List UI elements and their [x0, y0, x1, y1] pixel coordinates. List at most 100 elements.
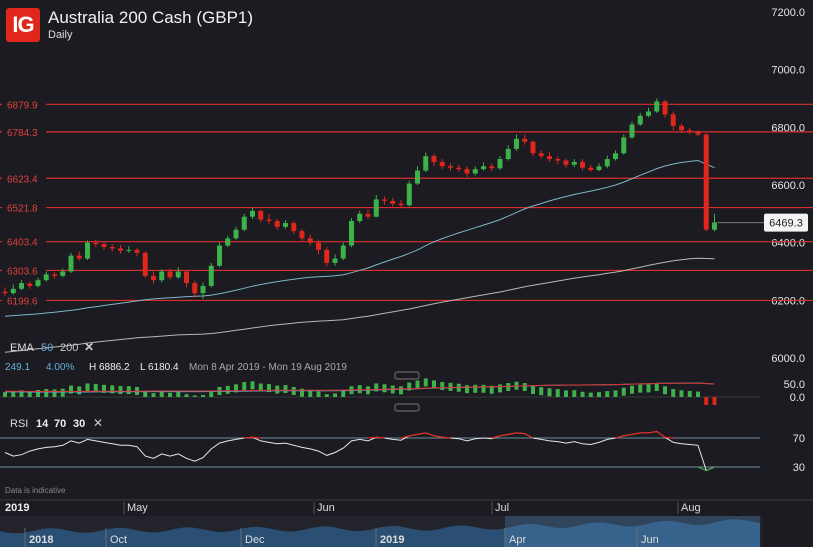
ema-histogram-bar — [110, 385, 115, 394]
navigator-label: Oct — [110, 534, 127, 546]
candle — [555, 159, 561, 161]
ema-tick-label: 0.0 — [790, 392, 805, 404]
ema-histogram-bar — [52, 389, 57, 397]
candle — [151, 275, 156, 281]
ema-histogram-bar — [423, 378, 428, 387]
candle — [208, 265, 214, 286]
level-label: 6879.9 — [7, 100, 38, 111]
chart-title: Australia 200 Cash (GBP1) — [48, 8, 254, 27]
ema-histogram-bar — [69, 385, 73, 394]
candle — [192, 283, 198, 294]
navigator-window — [505, 516, 760, 547]
candle — [373, 199, 379, 217]
rsi-param: 30 — [73, 418, 85, 430]
candle — [332, 258, 338, 263]
candle — [10, 288, 16, 294]
candle — [349, 221, 354, 246]
ema-histogram-bar — [415, 380, 420, 389]
ema-histogram-bar — [671, 389, 676, 397]
candle — [505, 148, 511, 160]
ema-histogram-bar — [613, 390, 618, 397]
ema-50-line — [4, 159, 715, 317]
candle — [159, 271, 165, 281]
candle — [571, 161, 577, 165]
last-price-label: 6469.3 — [769, 218, 803, 230]
ema-histogram-bar — [102, 384, 106, 393]
candle — [530, 141, 536, 154]
ema-histogram-bar — [184, 394, 189, 397]
last-price-tag — [764, 213, 808, 232]
rsi-overbought-segment — [648, 430, 657, 434]
rsi-overbought-segment — [631, 432, 641, 435]
rsi-overbought-segment — [376, 436, 385, 439]
ema-histogram-bar — [638, 384, 643, 393]
rsi-oversold-segment — [706, 466, 715, 472]
candle — [27, 283, 33, 286]
candle — [93, 242, 99, 245]
candle — [406, 183, 412, 206]
ema-histogram-bar — [522, 383, 527, 392]
ema-histogram-bar — [489, 385, 494, 394]
ema-signal-line — [5, 382, 715, 392]
candle — [109, 246, 115, 249]
ema-histogram-bar — [267, 384, 271, 393]
level-label: 6623.4 — [7, 174, 38, 185]
candle — [85, 242, 90, 259]
ema-histogram-bar — [679, 390, 684, 397]
ema-histogram-bar — [654, 383, 659, 392]
ema-histogram-bar — [605, 391, 610, 397]
candle — [357, 213, 363, 222]
ema-histogram-bar — [316, 391, 321, 397]
level-label: 6784.3 — [7, 128, 38, 139]
ema-histogram-bar — [258, 383, 263, 392]
candle — [258, 210, 264, 220]
price-tick-label: 6400.0 — [771, 238, 805, 250]
ema-histogram-bar — [531, 386, 535, 395]
candle — [423, 156, 429, 171]
ema-histogram-bar — [242, 382, 247, 391]
price-tick-label: 7200.0 — [771, 7, 805, 19]
candle — [134, 249, 140, 253]
high-value: H 6886.2 — [89, 362, 130, 373]
rsi-label: RSI — [10, 418, 28, 430]
candle — [481, 166, 486, 170]
ema-histogram-bar — [630, 385, 634, 394]
ema-histogram-bar — [588, 392, 593, 397]
low-value: L 6180.4 — [140, 362, 179, 373]
ema-histogram-bar — [646, 384, 651, 393]
rsi-line — [4, 430, 715, 472]
panel-resize-handle — [394, 371, 420, 380]
candle — [324, 249, 330, 263]
month-label: Jul — [495, 502, 509, 514]
ema-histogram-bar — [547, 388, 552, 397]
candle — [563, 160, 569, 165]
rsi-tick-label: 70 — [793, 433, 805, 445]
candle — [522, 138, 528, 142]
navigator-right-pad — [762, 516, 813, 547]
rsi-overbought-segment — [623, 433, 633, 437]
candle — [497, 159, 503, 169]
navigator-label: Jun — [641, 534, 659, 546]
rsi-overbought-segment — [656, 430, 666, 438]
candle — [547, 156, 552, 160]
ema-close-icon: ✕ — [84, 340, 94, 354]
rsi-oversold-segment — [697, 466, 707, 472]
rsi-overbought-segment — [409, 433, 418, 437]
ema-pct: 4.00% — [46, 362, 74, 373]
date-range: Mon 8 Apr 2019 - Mon 19 Aug 2019 — [189, 362, 347, 373]
ema-histogram-bar — [663, 386, 667, 395]
level-label-bg — [2, 200, 46, 215]
ema-histogram-bar — [374, 383, 379, 392]
candle — [415, 170, 420, 184]
rsi-overbought-segment — [433, 435, 443, 438]
rsi-overbought-segment — [367, 436, 377, 439]
ema-histogram-bar — [341, 390, 346, 397]
ema-histogram-bar — [118, 386, 123, 395]
ema-histogram-bar — [704, 397, 709, 405]
candle — [472, 169, 478, 174]
candle — [35, 280, 41, 286]
ema-histogram-bar — [399, 386, 403, 395]
ema-histogram-bar — [27, 391, 32, 397]
rsi-overbought-segment — [442, 436, 451, 439]
